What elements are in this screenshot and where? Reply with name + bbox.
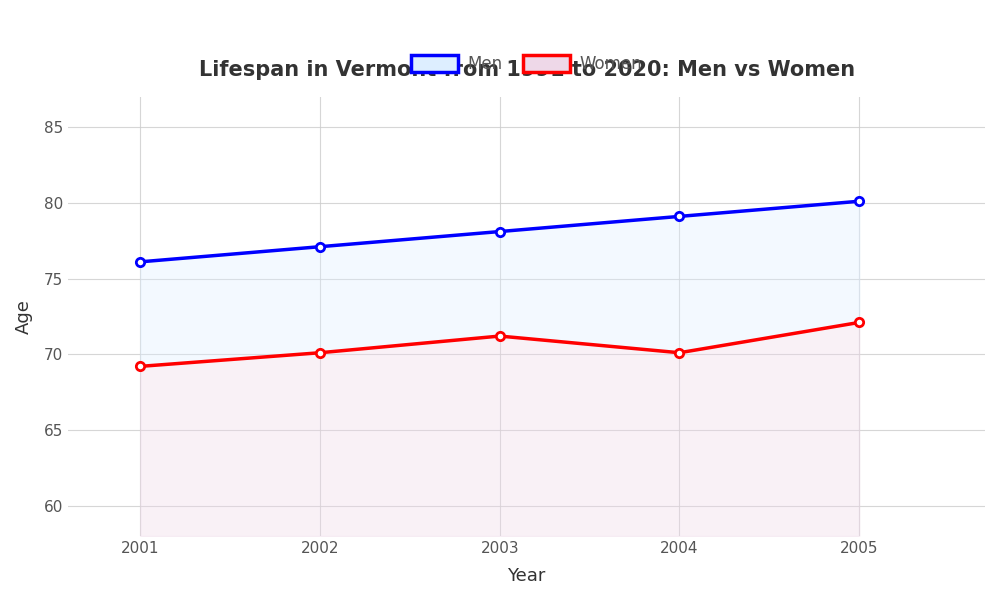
X-axis label: Year: Year <box>507 567 546 585</box>
Legend: Men, Women: Men, Women <box>404 48 649 79</box>
Title: Lifespan in Vermont from 1991 to 2020: Men vs Women: Lifespan in Vermont from 1991 to 2020: M… <box>199 60 855 80</box>
Y-axis label: Age: Age <box>15 299 33 334</box>
